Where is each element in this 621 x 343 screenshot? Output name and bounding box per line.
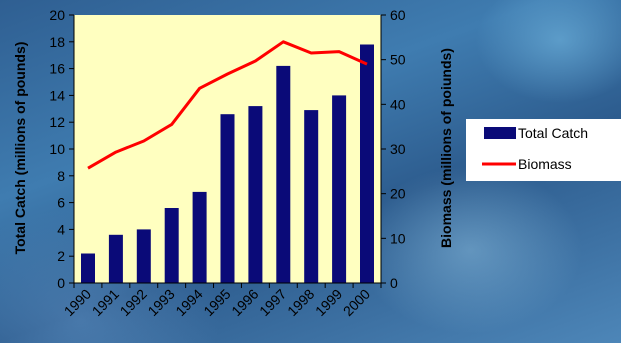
y-right-tick-label: 40 xyxy=(390,96,406,112)
y-right-tick-label: 0 xyxy=(390,275,398,291)
bar-total-catch-1994 xyxy=(192,191,207,283)
y-left-tick-label: 20 xyxy=(49,7,65,23)
biomass-line xyxy=(87,40,368,170)
bar-total-catch-1996 xyxy=(248,106,263,283)
y-left-tick-label: 16 xyxy=(49,61,65,77)
bar-total-catch-1997 xyxy=(276,65,291,284)
x-tick-label: 1995 xyxy=(200,286,233,319)
y-left-tick-label: 12 xyxy=(49,114,65,130)
y-axis-right-title: Biomass (millions of poiunds) xyxy=(438,48,454,248)
bar-total-catch-1991 xyxy=(108,234,123,283)
y-axis-left-title: Total Catch (millions of pounds) xyxy=(12,42,28,255)
x-tick-label: 1992 xyxy=(117,286,150,319)
y-right-tick-label: 60 xyxy=(390,7,406,23)
bar-total-catch-1999 xyxy=(332,95,347,284)
y-left-tick-label: 14 xyxy=(49,87,65,103)
x-tick-label: 1996 xyxy=(228,286,261,319)
y-left-tick-label: 6 xyxy=(57,195,65,211)
legend-label-biomass: Biomass xyxy=(518,156,572,172)
bar-total-catch-1990 xyxy=(81,253,95,283)
y-left-tick-label: 18 xyxy=(49,34,65,50)
x-tick-label: 1999 xyxy=(312,286,345,319)
x-tick-label: 1998 xyxy=(284,286,317,319)
x-tick-label: 1997 xyxy=(256,286,289,319)
y-right-tick-label: 30 xyxy=(390,141,406,157)
legend-label-total-catch: Total Catch xyxy=(518,125,588,141)
x-tick-label: 2000 xyxy=(340,286,373,319)
bars-layer xyxy=(81,44,374,284)
bar-total-catch-1993 xyxy=(164,208,179,283)
bar-total-catch-2000 xyxy=(360,44,374,283)
y-right-tick-label: 50 xyxy=(390,52,406,68)
y-left-tick-label: 2 xyxy=(57,248,65,264)
bar-total-catch-1992 xyxy=(136,229,151,283)
y-right-tick-label: 10 xyxy=(390,230,406,246)
y-left-tick-label: 0 xyxy=(57,275,65,291)
y-right-tick-label: 20 xyxy=(390,186,406,202)
x-tick-label: 1991 xyxy=(89,286,122,319)
bar-total-catch-1998 xyxy=(304,110,319,283)
y-left-tick-label: 4 xyxy=(57,221,65,237)
legend-swatch-total-catch xyxy=(484,127,516,139)
x-tick-label: 1993 xyxy=(144,286,177,319)
y-left-tick-label: 8 xyxy=(57,168,65,184)
legend: Total Catch Biomass xyxy=(466,119,621,181)
x-tick-label: 1994 xyxy=(172,286,205,319)
y-left-tick-label: 10 xyxy=(49,141,65,157)
bar-total-catch-1995 xyxy=(220,114,235,283)
x-tick-label: 1990 xyxy=(61,286,94,319)
